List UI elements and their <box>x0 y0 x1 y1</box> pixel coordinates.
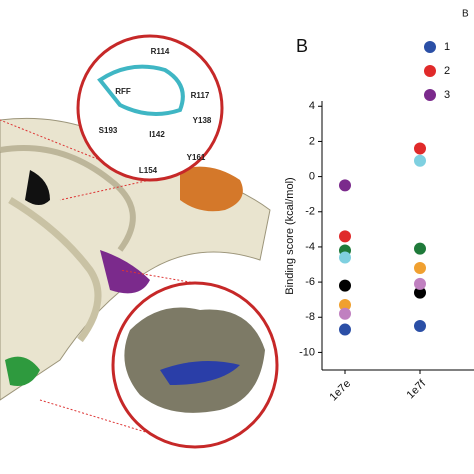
legend-marker <box>424 41 436 53</box>
point <box>339 298 351 311</box>
y-tick-label: 2 <box>309 135 315 147</box>
point <box>414 262 426 275</box>
structure-image <box>0 34 279 449</box>
x-tick-label: 1e7f <box>405 377 429 401</box>
point <box>414 142 426 155</box>
residue-label: R117 <box>191 91 210 100</box>
point <box>414 286 426 299</box>
residue-label: I142 <box>149 130 165 139</box>
point <box>339 279 351 292</box>
residue-label: Y138 <box>193 116 212 125</box>
residue-label: S193 <box>99 126 118 135</box>
point <box>339 307 351 320</box>
y-tick-label: -10 <box>299 346 315 358</box>
y-tick-label: -2 <box>305 206 315 218</box>
y-tick-label: 0 <box>309 171 315 183</box>
residue-label: Y161 <box>187 153 206 162</box>
legend-label: 1 <box>444 41 450 53</box>
point <box>414 154 426 167</box>
point <box>414 320 426 333</box>
residue-label: L154 <box>139 166 158 175</box>
y-tick-label: 4 <box>309 100 315 112</box>
residue-label: R114 <box>151 47 170 56</box>
point <box>339 230 351 243</box>
point <box>339 251 351 264</box>
legend-marker <box>424 65 436 77</box>
point <box>414 242 426 255</box>
y-tick-label: -6 <box>305 276 315 288</box>
y-axis-label: Binding score (kcal/mol) <box>284 177 296 294</box>
legend-label: 2 <box>444 65 450 77</box>
point <box>339 179 351 192</box>
corner-label: B <box>462 9 469 20</box>
residue-label: RFF <box>115 87 131 96</box>
y-tick-label: -4 <box>305 241 315 253</box>
panel-label: B <box>296 36 308 56</box>
point <box>414 277 426 290</box>
y-tick-label: -8 <box>305 311 315 323</box>
x-tick-label: 1e7e <box>327 378 353 404</box>
legend-marker <box>424 89 436 101</box>
point <box>339 323 351 336</box>
legend-label: 3 <box>444 89 450 101</box>
